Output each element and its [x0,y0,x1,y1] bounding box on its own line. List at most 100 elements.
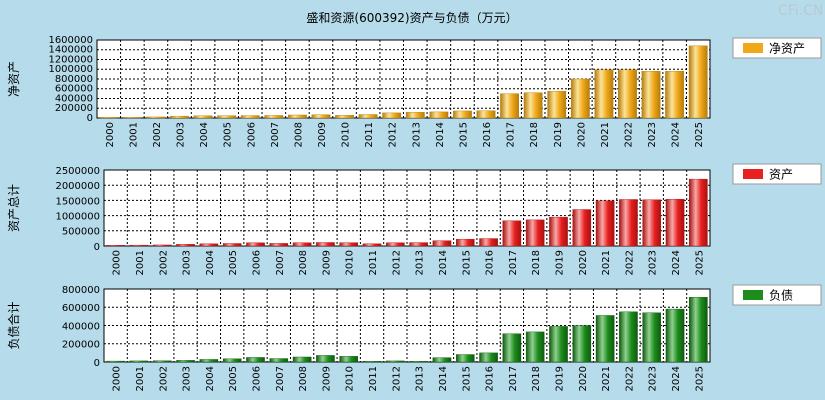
bar-2021 [595,200,615,247]
x-tick-label: 2025 [694,250,705,275]
y-tick-label: 0 [94,242,100,253]
bar-2016 [479,352,498,363]
bar-2011 [362,361,382,363]
bar-2013 [405,112,425,119]
panel-1: 0200000400000600000800000100000012000001… [7,35,822,147]
bar-2005 [217,115,237,119]
bar-2007 [269,243,289,247]
x-tick-label: 2008 [298,366,309,391]
bar-2017 [502,220,522,247]
bar-2002 [146,116,166,119]
x-tick-label: 2022 [624,366,635,391]
bar-2011 [358,114,378,119]
x-tick-label: 2010 [341,122,352,147]
x-tick-label: 2013 [415,250,426,275]
bar-2008 [288,114,307,119]
bar-2000 [106,360,125,363]
bar-2024 [665,198,685,247]
x-tick-label: 2008 [298,250,309,275]
x-tick-label: 2005 [228,366,239,391]
bar-2000 [106,245,125,247]
y-tick-label: 600000 [55,84,93,95]
x-tick-label: 2017 [508,250,519,275]
x-tick-label: 2019 [555,250,566,275]
x-tick-label: 2023 [647,122,658,147]
bar-2010 [335,115,354,119]
x-tick-label: 2024 [671,366,682,391]
bar-2016 [479,238,498,247]
bar-2010 [339,242,359,247]
x-tick-label: 2003 [182,250,193,275]
y-axis-label: 负债合计 [6,301,21,349]
legend-label: 资产 [769,168,793,182]
y-tick-label: 500000 [62,227,100,238]
bar-2022 [619,199,638,247]
x-tick-label: 2023 [648,366,659,391]
y-tick-label: 200000 [55,103,93,114]
x-tick-label: 2006 [252,250,263,275]
x-tick-label: 2003 [182,366,193,391]
x-tick-label: 2005 [223,122,234,147]
x-tick-label: 2001 [135,366,146,391]
legend-2: 资产 [732,163,822,185]
bar-2006 [246,357,265,363]
bar-2018 [523,92,543,119]
bar-2004 [193,115,213,119]
bar-2001 [129,244,149,247]
bar-2008 [292,242,312,247]
y-tick-label: 2000000 [55,181,100,192]
x-tick-label: 2025 [694,366,705,391]
bar-2012 [382,112,402,119]
chart-title: 盛和资源(600392)资产与负债（万元） [306,10,517,25]
bar-2025 [688,45,708,119]
x-tick-label: 2024 [671,122,682,147]
x-tick-label: 2007 [275,250,286,275]
bar-2024 [665,70,685,119]
x-tick-label: 2011 [364,122,375,147]
x-tick-label: 2010 [345,250,356,275]
x-tick-label: 2014 [435,122,446,147]
legend-1: 净资产 [732,37,822,59]
x-tick-label: 2014 [438,366,449,391]
bar-2014 [432,357,452,363]
x-tick-label: 2021 [600,122,611,147]
bar-2004 [199,359,219,363]
x-tick-label: 2009 [321,366,332,391]
x-tick-label: 2001 [128,122,139,147]
bar-2017 [502,333,522,363]
x-tick-label: 2000 [112,250,123,275]
x-tick-label: 2015 [461,250,472,275]
x-tick-label: 2006 [252,366,263,391]
x-tick-label: 2013 [411,122,422,147]
bar-2010 [339,356,359,363]
y-tick-label: 600000 [62,303,100,314]
watermark: CFi.CN [778,3,823,19]
legend-swatch [743,290,763,300]
x-tick-label: 2011 [368,250,379,275]
bar-2009 [316,355,335,363]
bar-2011 [362,243,382,247]
x-tick-label: 2017 [508,366,519,391]
x-tick-label: 2010 [345,366,356,391]
bar-2005 [222,243,242,247]
bar-2019 [549,216,568,247]
y-axis-label: 资产总计 [7,184,21,232]
y-tick-label: 1400000 [48,45,93,56]
y-tick-label: 0 [87,113,93,124]
x-tick-label: 2003 [176,122,187,147]
y-tick-label: 1200000 [48,54,93,65]
bar-2024 [665,308,685,363]
x-tick-label: 2007 [270,122,281,147]
bar-2025 [689,297,708,363]
bar-2020 [572,209,592,247]
bar-2015 [455,238,475,247]
y-tick-label: 400000 [55,93,93,104]
bar-2016 [476,110,496,119]
y-tick-label: 1500000 [55,196,100,207]
y-tick-label: 1000000 [48,64,93,75]
x-tick-label: 2021 [601,250,612,275]
x-tick-label: 2018 [531,366,542,391]
x-tick-label: 2022 [623,122,634,147]
bar-2013 [409,242,428,247]
y-tick-label: 400000 [62,321,100,332]
